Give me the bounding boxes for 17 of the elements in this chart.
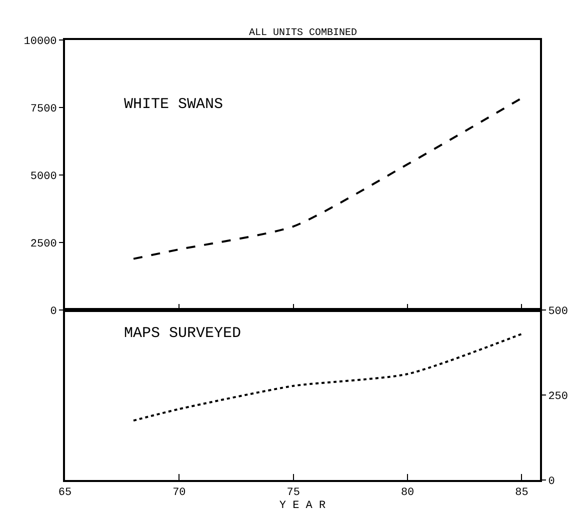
y-tick-label: 0 <box>50 306 57 318</box>
chart-title: ALL UNITS COMBINED <box>249 28 358 39</box>
y-tick-label: 5000 <box>30 170 57 183</box>
y-tick-label: 250 <box>548 390 568 403</box>
x-tick-label: 85 <box>515 487 528 500</box>
y-tick-label: 2500 <box>30 238 57 250</box>
x-tick-label: 65 <box>58 487 72 500</box>
text: WHITE SWANS <box>124 96 224 113</box>
x-axis-title: Y E A R <box>279 500 326 512</box>
x-tick-label: 75 <box>286 487 300 500</box>
y-tick-label: 7500 <box>30 103 57 116</box>
text: MAPS SURVEYED <box>124 325 242 342</box>
y-tick-label: 0 <box>548 476 555 488</box>
x-tick-label: 70 <box>172 487 186 500</box>
y-tick-label: 500 <box>548 306 568 318</box>
y-tick-label: 10000 <box>24 36 57 48</box>
x-tick-label: 80 <box>400 487 414 500</box>
